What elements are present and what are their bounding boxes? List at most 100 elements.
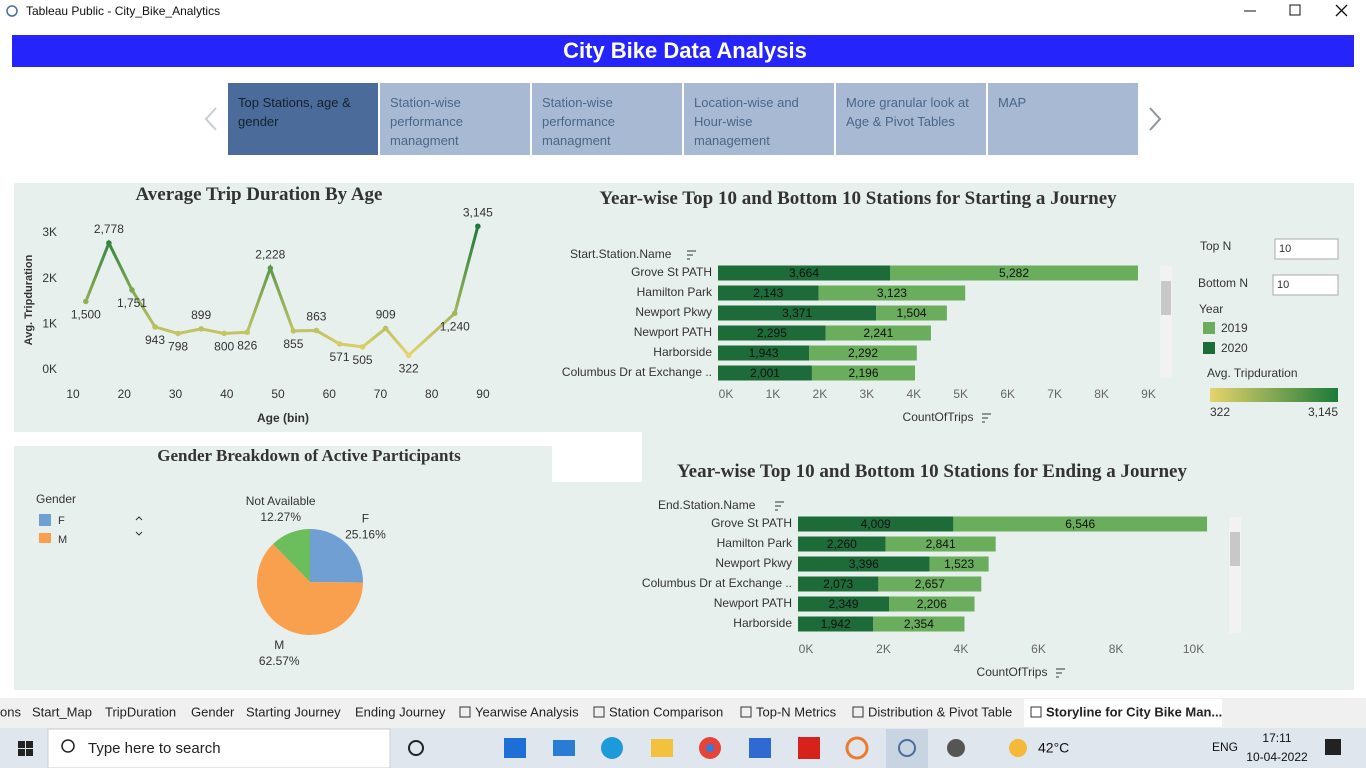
taskbar-text: Type here to search [88,740,221,757]
weather-icon [1009,739,1027,757]
acrobat-icon[interactable] [798,737,820,759]
slice-value: 62.57% [259,654,300,668]
bar-segment [876,305,947,321]
bar-segment [798,556,930,572]
story-point[interactable]: Top Stations, age & gender [228,83,378,155]
tableau-icon[interactable] [898,739,916,757]
story-point[interactable]: Station-wise performance managment [532,83,682,155]
mail-icon[interactable] [553,740,575,756]
chrome-icon[interactable] [706,744,714,752]
point [175,330,181,337]
bar-segment [798,536,886,552]
sheet-tab[interactable]: Top-N Metrics [756,704,837,719]
close-button[interactable] [1335,4,1348,17]
bar-segment [798,516,954,532]
y-tick-label: 1K [42,316,57,330]
bar-segment [890,265,1138,281]
data-label: 571 [329,350,349,364]
taskbar-text: 10-04-2022 [1246,750,1308,764]
settings-icon[interactable] [947,739,965,757]
explorer-icon[interactable] [651,739,673,757]
point [336,341,343,347]
sheet-tab[interactable]: Storyline for City Bike Man... [1046,704,1222,719]
restore-button[interactable] [1289,4,1301,16]
data-label: 909 [376,308,396,322]
sheet-tab[interactable]: Starting Journey [246,704,341,719]
panel-gap [14,432,614,446]
app-icon[interactable] [504,738,526,758]
legend-label: 2020 [1221,341,1248,355]
sheet-tab[interactable]: Start_Map [32,704,92,719]
cortana-icon[interactable] [408,740,424,756]
sheet-tab[interactable]: Gender [191,704,235,719]
sheet-tab[interactable]: TripDuration [105,704,176,719]
search-box[interactable] [47,728,391,768]
data-label: 2,228 [255,247,285,261]
x-tick-label: 50 [271,387,285,401]
pie-slice [273,529,310,582]
data-label: 943 [145,333,165,347]
x-tick-label: 20 [118,387,132,401]
category-label: Newport PATH [634,325,712,339]
header-title: City Bike Data Analysis [563,38,807,63]
legend-label: 2019 [1221,321,1248,335]
story-point[interactable]: More granular look at Age & Pivot Tables [836,83,986,155]
store-icon[interactable] [749,738,771,758]
scroll-thumb[interactable] [1230,532,1240,566]
point [198,326,204,332]
filter-value: 10 [1277,279,1289,291]
data-label: 2,841 [926,537,956,551]
start-button[interactable] [18,749,25,756]
top-n-input[interactable] [1274,238,1339,260]
start-button[interactable] [26,741,33,748]
sort-icon [982,413,991,423]
app-icon[interactable] [845,736,869,760]
bar-segment [818,285,966,301]
taskbar-text: ENG [1212,740,1238,754]
category-label: Hamilton Park [717,536,793,550]
bar-segment [953,516,1208,532]
notification-icon[interactable] [1325,739,1341,755]
start-button[interactable] [26,749,33,756]
data-label: 1,943 [749,346,779,360]
tab-icon [740,706,752,718]
story-point[interactable]: MAP [988,83,1138,155]
edge-icon[interactable] [601,737,623,759]
data-label: 1,240 [440,320,470,334]
start-button[interactable] [18,741,25,748]
sheet-tab[interactable]: ons [0,704,21,719]
bar-segment [811,365,916,381]
point [359,344,366,350]
x-tick-label: 10K [1183,642,1204,656]
next-arrow[interactable] [1149,107,1162,131]
tableau-icon-bg[interactable] [886,729,928,768]
sheet-tab[interactable]: Distribution & Pivot Table [868,704,1012,719]
scroll-thumb[interactable] [1161,281,1171,315]
slice-value: 25.16% [345,527,386,541]
point [129,287,135,293]
bar-segment [878,576,982,592]
data-label: 5,282 [999,266,1029,280]
story-point[interactable]: Station-wise performance managment [380,83,530,155]
sheet-tab[interactable]: Yearwise Analysis [475,704,579,719]
line-chart-title: Average Trip Duration By Age [135,184,383,205]
x-tick-label: 0K [799,642,814,656]
prev-arrow[interactable] [204,107,217,131]
point [106,240,112,246]
sheet-tab[interactable]: Station Comparison [609,704,723,719]
story-point[interactable]: Location-wise and Hour-wise management [684,83,834,155]
data-label: 3,145 [463,205,493,219]
bar-chart-title: Year-wise Top 10 and Bottom 10 Stations … [599,188,1117,209]
legend-clip [30,543,140,553]
x-tick-label: 6K [1000,387,1015,401]
data-label: 826 [237,338,257,352]
filter-label: Top N [1200,239,1231,253]
x-tick-label: 8K [1109,642,1124,656]
data-label: 800 [214,340,234,354]
x-tick-label: 4K [954,642,969,656]
bottom-n-input[interactable] [1272,274,1339,296]
pie-chart-title: Gender Breakdown of Active Participants [157,446,461,465]
bar-segment [718,345,810,361]
sheet-tab[interactable]: Ending Journey [355,704,446,719]
